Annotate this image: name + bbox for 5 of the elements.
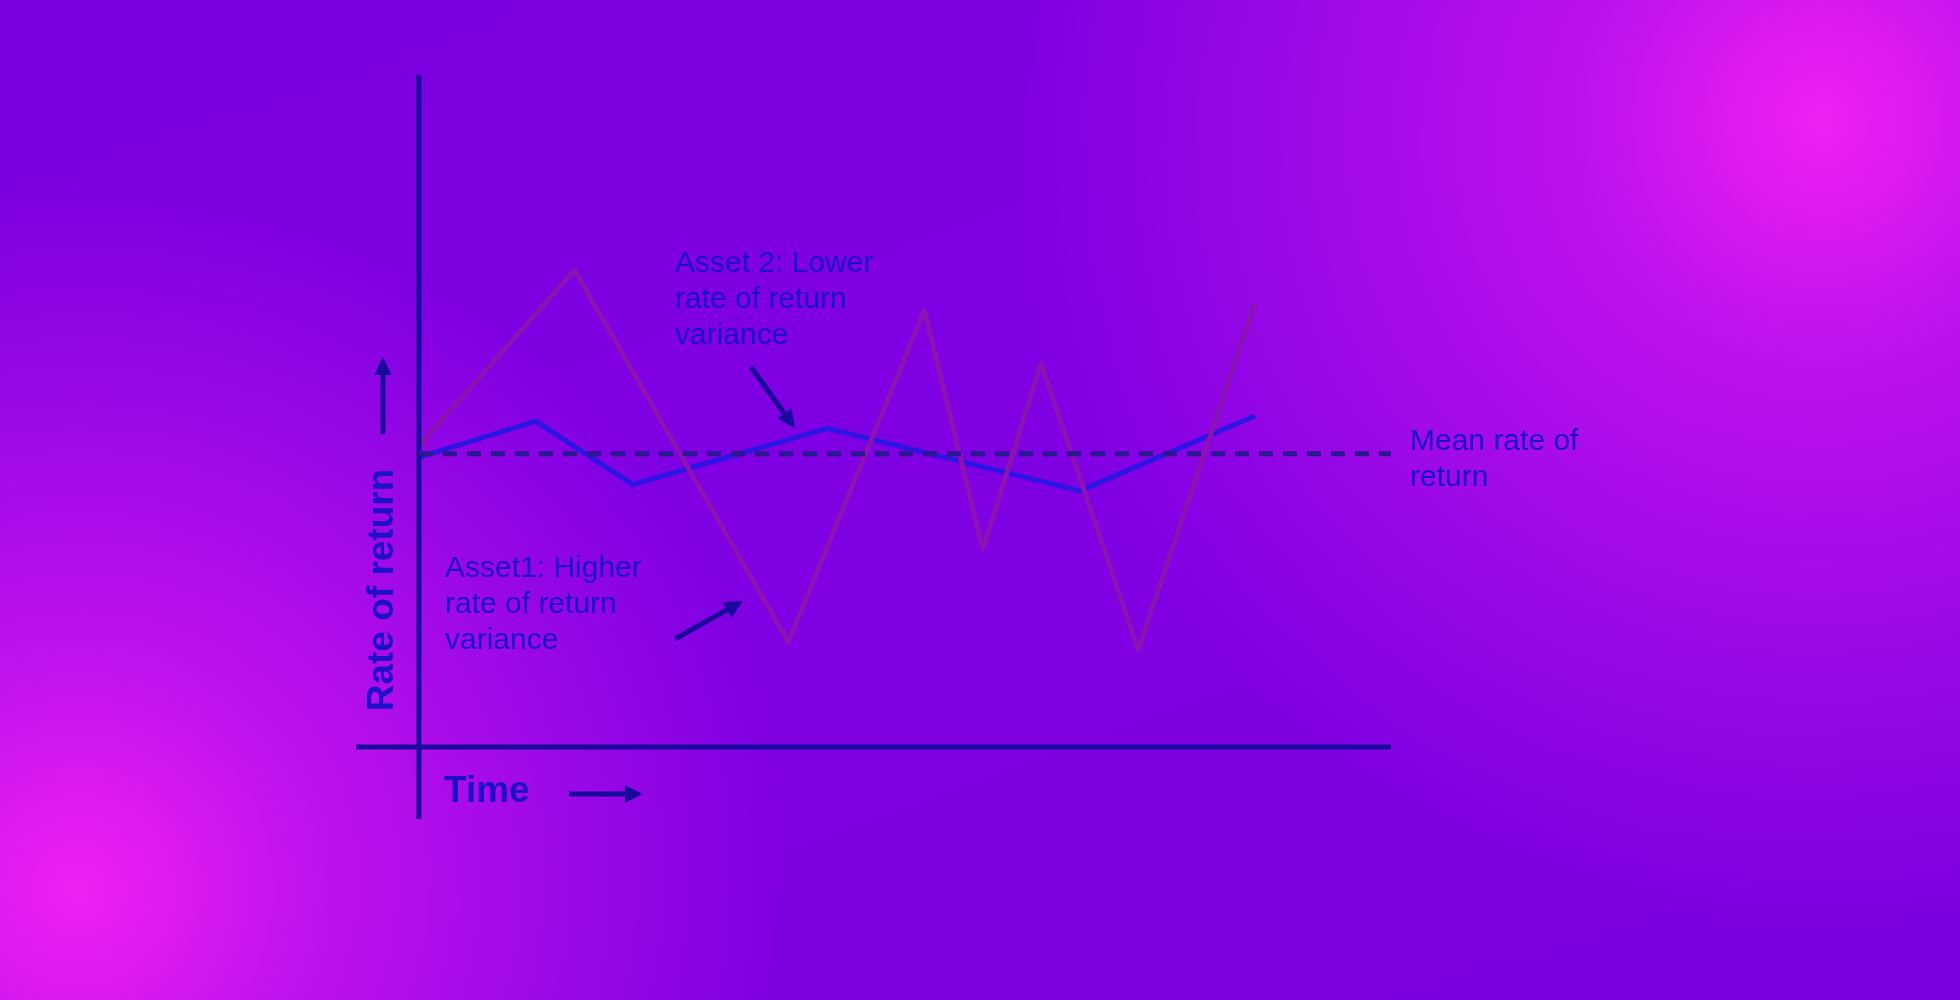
annotation: Asset1: Higher rate of return variance (445, 549, 643, 657)
ref-line-label: Mean rate of return (1410, 422, 1580, 494)
annotation: Asset 2: Lower rate of return variance (675, 244, 875, 352)
y-axis-title: Rate of return (359, 468, 401, 712)
x-axis-title: Time (444, 769, 530, 810)
